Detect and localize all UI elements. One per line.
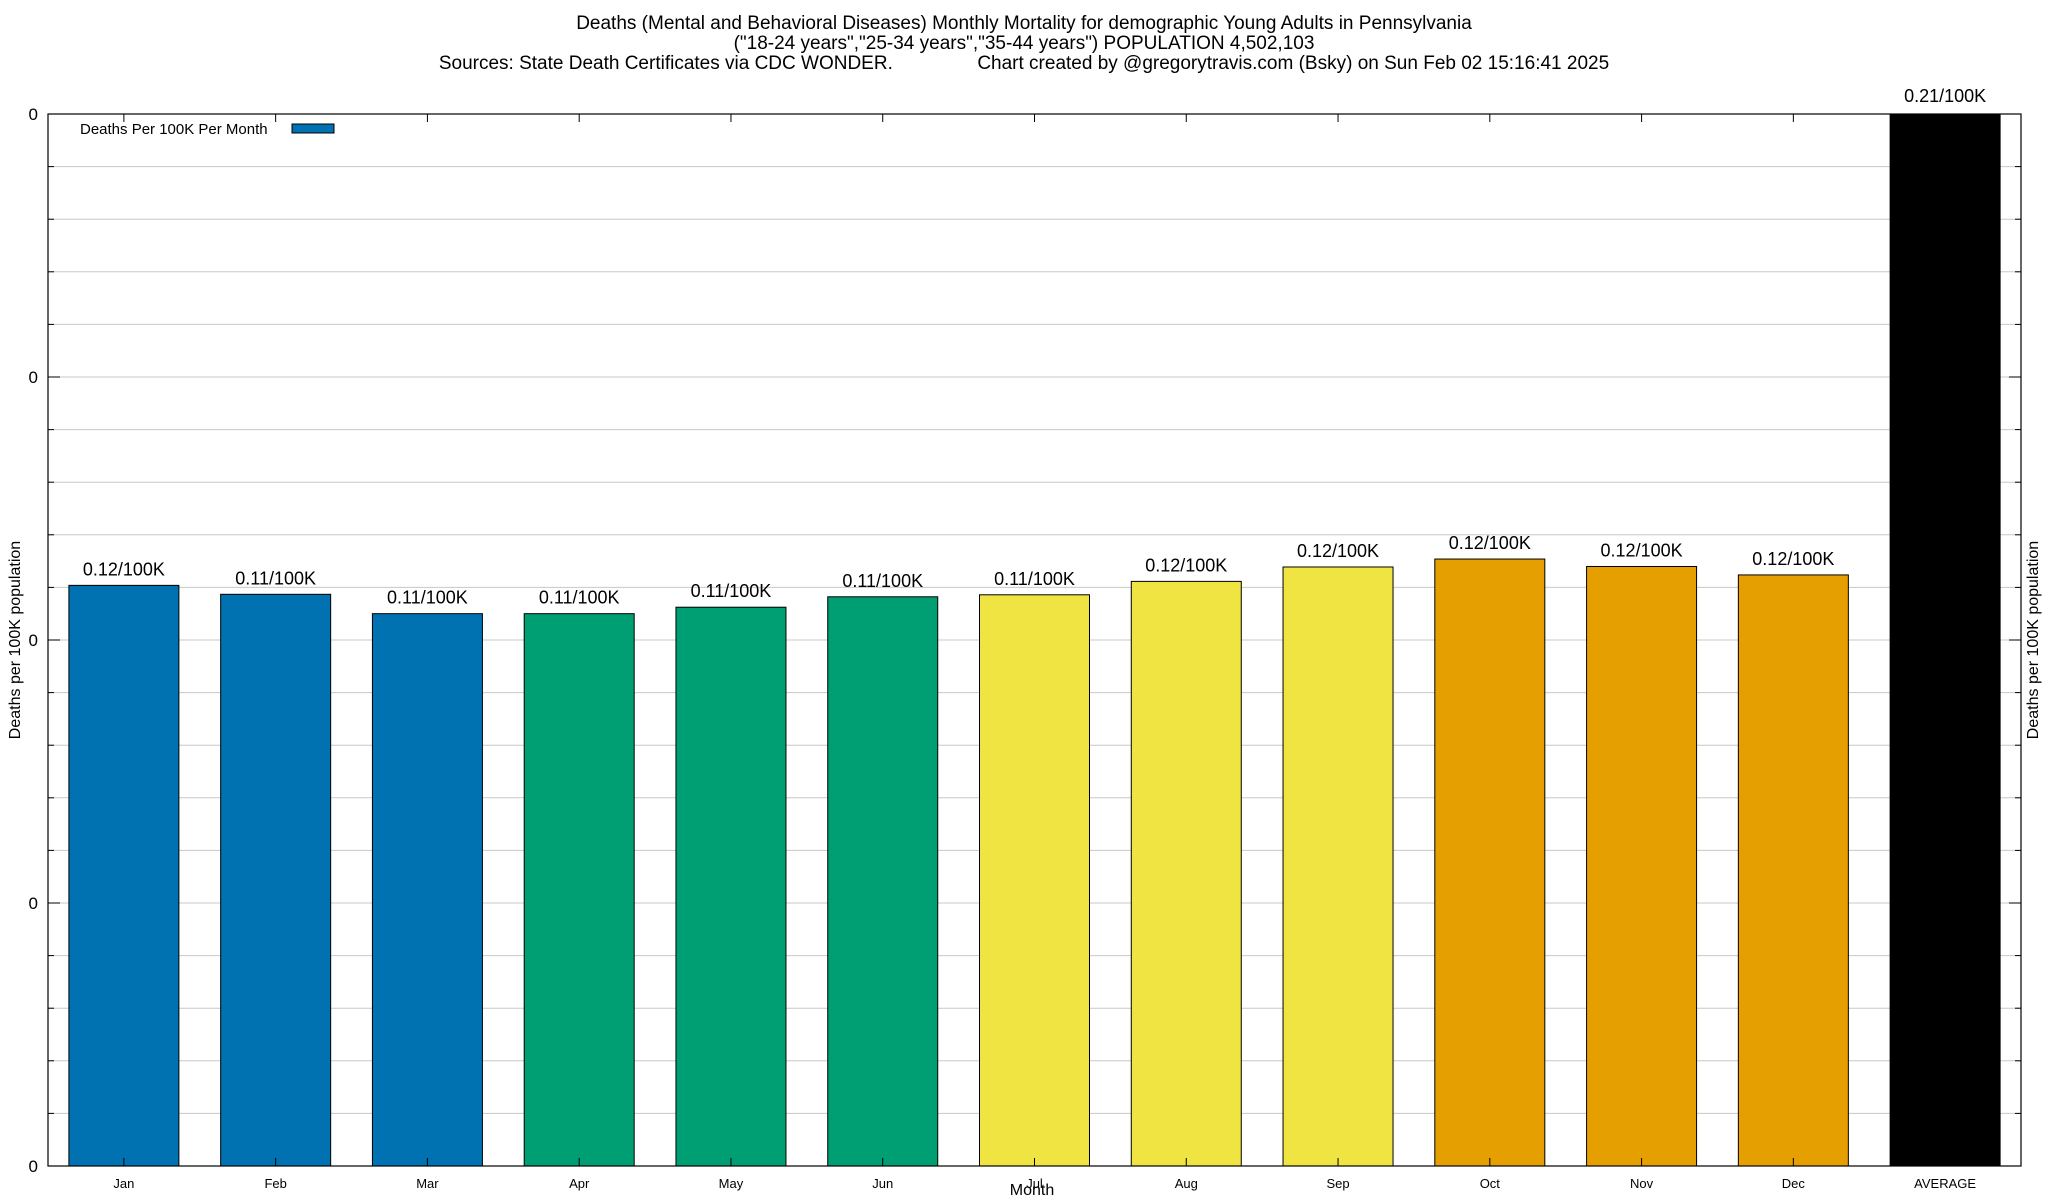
data-label: 0.21/100K: [1904, 86, 1986, 106]
legend-swatch: [291, 123, 335, 134]
bar-jul: [979, 594, 1090, 1167]
bar-jun: [827, 596, 939, 1167]
y-tick-label: 0: [29, 1157, 38, 1176]
data-label: 0.12/100K: [1297, 541, 1379, 561]
x-tick-label: Mar: [416, 1176, 439, 1191]
data-label: 0.12/100K: [83, 559, 165, 579]
legend-label: Deaths Per 100K Per Month: [80, 121, 268, 138]
bar-jan: [68, 584, 180, 1167]
bar-oct: [1434, 558, 1546, 1167]
chart-subtitle: ("18-24 years","25-34 years","35-44 year…: [733, 33, 1315, 54]
data-label: 0.12/100K: [1449, 533, 1531, 553]
y-axis-label-right: Deaths per 100K population: [2025, 540, 2042, 740]
x-tick-label: Nov: [1630, 1176, 1654, 1191]
x-tick-label: Sep: [1326, 1176, 1349, 1191]
y-tick-label: 0: [29, 631, 38, 650]
bar-apr: [523, 613, 635, 1167]
data-label: 0.11/100K: [539, 588, 620, 608]
x-tick-label: Feb: [264, 1176, 286, 1191]
x-tick-label: Aug: [1175, 1176, 1198, 1191]
data-label: 0.11/100K: [235, 568, 316, 588]
y-tick-label: 0: [29, 894, 38, 913]
x-tick-label: Oct: [1480, 1176, 1501, 1191]
y-tick-label: 0: [29, 368, 38, 387]
bar-may: [675, 606, 787, 1167]
bar-feb: [220, 593, 332, 1167]
chart-source-line: Sources: State Death Certificates via CD…: [438, 53, 1610, 74]
bar-sep: [1282, 566, 1394, 1167]
plot-border: [47, 113, 2022, 1167]
data-label: 0.11/100K: [994, 569, 1075, 589]
x-tick-label: AVERAGE: [1914, 1176, 1976, 1191]
data-label: 0.11/100K: [842, 571, 923, 591]
x-tick-label: Jun: [872, 1176, 893, 1191]
y-axis-label: Deaths per 100K population: [7, 540, 24, 740]
y-tick-label: 0: [29, 105, 38, 124]
data-label: 0.11/100K: [387, 588, 468, 608]
bar-mar: [371, 613, 483, 1167]
data-label: 0.12/100K: [1601, 540, 1683, 560]
data-label: 0.12/100K: [1752, 549, 1834, 569]
x-tick-label: Dec: [1782, 1176, 1806, 1191]
data-label: 0.12/100K: [1145, 555, 1227, 575]
x-tick-label: Jan: [113, 1176, 134, 1191]
x-tick-label: Jul: [1026, 1176, 1043, 1191]
x-axis-label: Month: [1009, 1182, 1055, 1199]
bar-average: [1889, 113, 2001, 1167]
chart-title: Deaths (Mental and Behavioral Diseases) …: [576, 13, 1472, 34]
x-tick-label: May: [719, 1176, 744, 1191]
bar-aug: [1130, 580, 1242, 1167]
x-tick-label: Apr: [569, 1176, 590, 1191]
bar-dec: [1737, 574, 1849, 1167]
bar-nov: [1586, 565, 1698, 1167]
data-label: 0.11/100K: [691, 581, 772, 601]
